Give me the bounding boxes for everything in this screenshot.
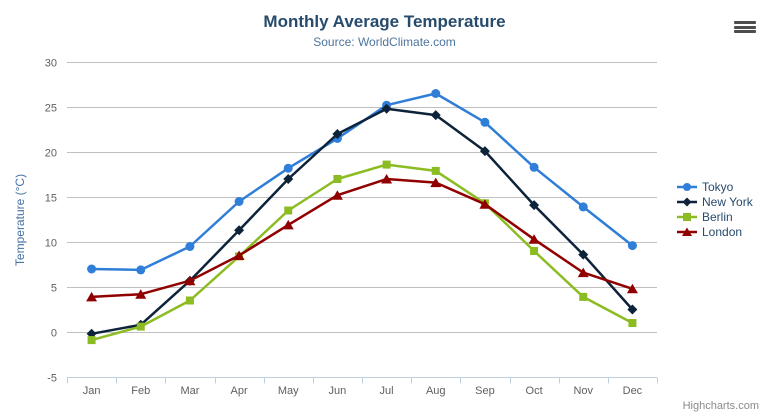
data-point-berlin[interactable] xyxy=(530,247,539,255)
diamond-icon xyxy=(682,197,692,206)
y-axis-label: 5 xyxy=(51,283,57,295)
data-point-london[interactable] xyxy=(577,267,589,278)
data-point-berlin[interactable] xyxy=(333,175,342,183)
data-point-london[interactable] xyxy=(86,291,98,302)
data-point-berlin[interactable] xyxy=(185,296,194,305)
series-line-tokyo xyxy=(90,92,634,272)
data-point-new-york[interactable] xyxy=(430,110,441,121)
data-point-berlin[interactable] xyxy=(284,206,293,215)
legend-item-berlin[interactable]: Berlin xyxy=(677,209,753,224)
y-axis-label: -5 xyxy=(47,373,57,385)
x-axis-label: Apr xyxy=(231,385,248,397)
data-point-berlin[interactable] xyxy=(136,322,145,331)
circle-marker-icon xyxy=(677,182,697,191)
x-axis-label: Aug xyxy=(426,385,446,397)
y-axis-label: 20 xyxy=(45,148,57,160)
square-icon xyxy=(683,212,691,221)
legend-label: Berlin xyxy=(702,209,733,224)
data-point-london[interactable] xyxy=(282,219,294,230)
chart-title: Monthly Average Temperature xyxy=(263,12,506,31)
data-point-berlin[interactable] xyxy=(87,336,96,345)
x-axis-label: Feb xyxy=(131,385,150,397)
data-point-new-york[interactable] xyxy=(578,249,589,260)
x-axis-label: Sep xyxy=(475,385,495,397)
triangle-icon xyxy=(682,227,692,236)
legend-label: Tokyo xyxy=(702,179,734,194)
credits-link[interactable]: Highcharts.com xyxy=(682,400,759,412)
data-point-berlin[interactable] xyxy=(431,166,440,175)
data-point-tokyo[interactable] xyxy=(283,163,293,173)
data-point-new-york[interactable] xyxy=(381,103,392,114)
diamond-marker-icon xyxy=(677,197,697,206)
hamburger-icon xyxy=(734,30,756,33)
data-point-tokyo[interactable] xyxy=(431,89,441,98)
x-axis-label: Jun xyxy=(329,385,347,397)
data-point-tokyo[interactable] xyxy=(480,117,490,127)
data-point-london[interactable] xyxy=(184,275,196,286)
data-point-new-york[interactable] xyxy=(529,200,540,211)
data-point-new-york[interactable] xyxy=(627,304,638,315)
triangle-marker-icon xyxy=(677,227,697,236)
legend-item-tokyo[interactable]: Tokyo xyxy=(677,179,753,194)
x-axis-label: Jan xyxy=(83,385,101,397)
data-point-new-york[interactable] xyxy=(479,146,490,157)
data-point-tokyo[interactable] xyxy=(529,162,539,172)
hamburger-icon xyxy=(734,25,756,29)
y-axis-label: 15 xyxy=(45,193,57,205)
legend-item-london[interactable]: London xyxy=(677,224,753,239)
data-point-new-york[interactable] xyxy=(234,225,245,236)
y-axis-label: 25 xyxy=(45,103,57,115)
chart-subtitle: Source: WorldClimate.com xyxy=(313,35,456,49)
data-point-tokyo[interactable] xyxy=(136,265,146,275)
data-point-tokyo[interactable] xyxy=(627,241,637,251)
data-point-tokyo[interactable] xyxy=(234,197,244,206)
legend: Tokyo New York Berlin London xyxy=(677,179,753,239)
data-point-london[interactable] xyxy=(528,234,540,244)
x-axis-label: May xyxy=(278,385,299,397)
data-point-london[interactable] xyxy=(430,177,442,188)
data-point-london[interactable] xyxy=(331,190,343,200)
legend-label: New York xyxy=(702,194,753,209)
data-point-new-york[interactable] xyxy=(283,174,294,184)
y-axis-title: Temperature (°C) xyxy=(13,173,27,267)
legend-item-new-york[interactable]: New York xyxy=(677,194,753,209)
series-line-london xyxy=(90,177,634,299)
series-line-new-york xyxy=(90,107,634,336)
data-point-london[interactable] xyxy=(626,283,638,294)
hamburger-icon xyxy=(734,21,756,24)
data-point-london[interactable] xyxy=(233,250,245,261)
x-axis-label: Nov xyxy=(573,385,593,397)
data-point-london[interactable] xyxy=(381,174,393,184)
series-line-berlin xyxy=(90,163,634,342)
x-axis-label: Jul xyxy=(380,385,394,397)
y-axis-label: 0 xyxy=(51,328,57,340)
x-axis-label: Mar xyxy=(180,385,199,397)
legend-label: London xyxy=(702,224,743,239)
square-marker-icon xyxy=(677,212,697,221)
y-axis-label: 10 xyxy=(45,238,57,250)
circle-icon xyxy=(683,182,691,191)
data-point-new-york[interactable] xyxy=(332,129,343,139)
data-point-tokyo[interactable] xyxy=(578,202,588,212)
data-point-berlin[interactable] xyxy=(382,160,391,169)
x-axis-label: Oct xyxy=(526,385,543,397)
data-point-london[interactable] xyxy=(479,199,491,209)
data-point-tokyo[interactable] xyxy=(87,264,97,274)
data-point-berlin[interactable] xyxy=(628,319,637,327)
export-menu-button[interactable] xyxy=(734,19,756,35)
data-point-tokyo[interactable] xyxy=(185,242,195,251)
data-point-berlin[interactable] xyxy=(579,292,588,301)
y-axis-label: 30 xyxy=(45,58,57,70)
x-axis-label: Dec xyxy=(623,385,643,397)
data-point-london[interactable] xyxy=(135,289,147,299)
